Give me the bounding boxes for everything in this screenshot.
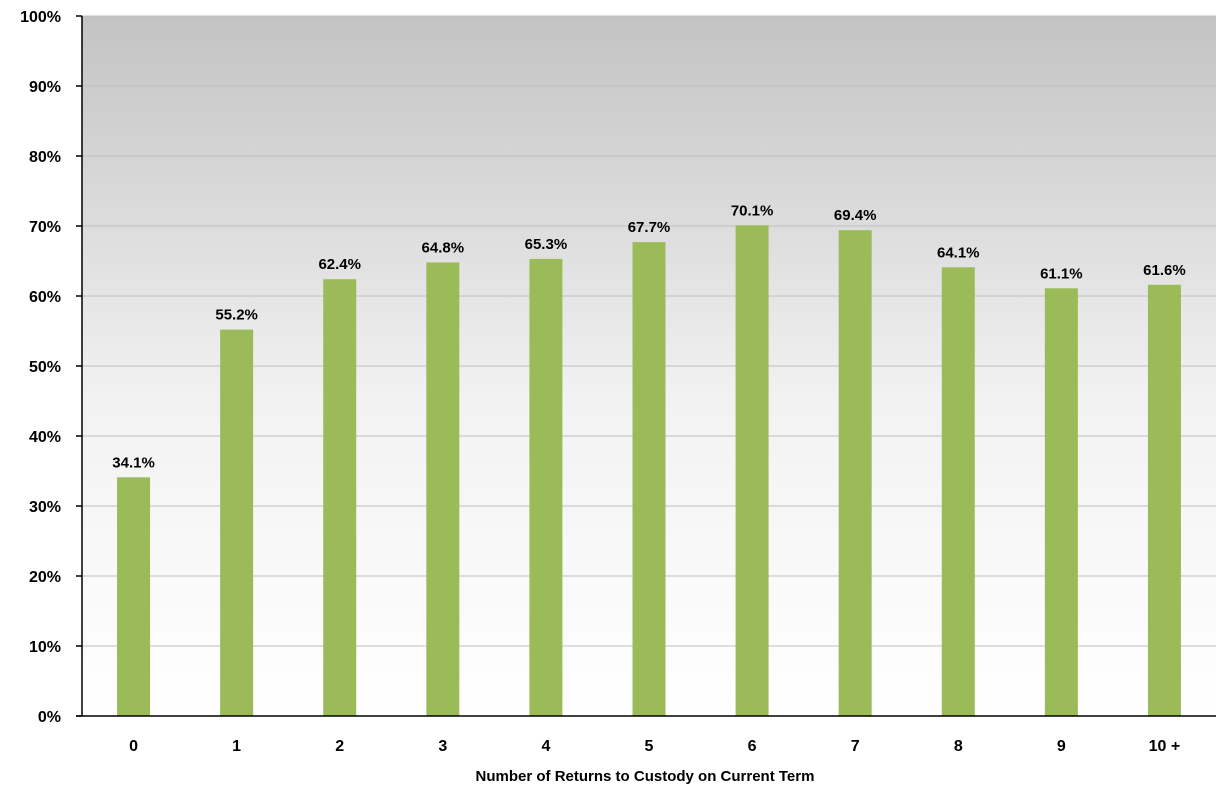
x-axis-tick-labels: 0 1 2 3 4 5 6 7 8 9 10 + (129, 738, 1180, 755)
bar-value-label: 55.2% (215, 307, 258, 324)
y-tick-label: 70% (29, 219, 61, 236)
bar-value-label: 70.1% (731, 202, 774, 219)
bar-value-label: 64.1% (937, 244, 980, 261)
x-tick-label: 0 (129, 738, 138, 755)
x-tick-label: 8 (954, 738, 963, 755)
axes (76, 15, 1216, 717)
x-tick-label: 9 (1057, 738, 1066, 755)
bar-value-label: 69.4% (834, 207, 877, 224)
x-tick-label: 6 (748, 738, 757, 755)
data-labels: 34.1% 55.2% 62.4% 64.8% 65.3% 67.7% 70.1% 69.4%… (112, 202, 1185, 471)
bar-value-label: 61.1% (1040, 265, 1083, 282)
bar-value-label: 34.1% (112, 454, 155, 471)
bar (426, 262, 460, 716)
x-tick-label: 10 + (1149, 738, 1181, 755)
bar (1147, 284, 1181, 716)
bar (1044, 288, 1078, 716)
x-tick-label: 5 (645, 738, 654, 755)
y-tick-label: 60% (29, 289, 61, 306)
bar (117, 477, 151, 716)
x-tick-label: 3 (438, 738, 447, 755)
bar-value-label: 62.4% (318, 256, 361, 273)
bar-value-label: 67.7% (628, 219, 671, 236)
bar (941, 267, 975, 716)
bar-value-label: 64.8% (422, 239, 465, 256)
y-tick-label: 30% (29, 499, 61, 516)
y-axis-tick-labels: 0% 10% 20% 30% 40% 50% 60% 70% 80% 90% 100% (20, 9, 61, 726)
bar (735, 225, 769, 717)
bars (117, 225, 1181, 717)
y-tick-label: 50% (29, 359, 61, 376)
x-axis-title: Number of Returns to Custody on Current … (476, 768, 815, 785)
x-tick-label: 7 (851, 738, 860, 755)
bar (632, 242, 666, 716)
x-tick-label: 2 (335, 738, 344, 755)
y-tick-label: 100% (20, 9, 61, 26)
bar (323, 279, 357, 716)
x-tick-label: 4 (541, 738, 550, 755)
bar-value-label: 65.3% (525, 236, 568, 253)
y-tick-label: 20% (29, 569, 61, 586)
y-tick-label: 80% (29, 149, 61, 166)
bar (220, 329, 254, 716)
bar-value-label: 61.6% (1143, 262, 1186, 279)
bar (838, 230, 872, 716)
y-tick-label: 40% (29, 429, 61, 446)
x-tick-label: 1 (232, 738, 241, 755)
bar (529, 258, 563, 716)
y-tick-label: 90% (29, 79, 61, 96)
y-tick-label: 10% (29, 639, 61, 656)
y-tick-label: 0% (38, 709, 61, 726)
